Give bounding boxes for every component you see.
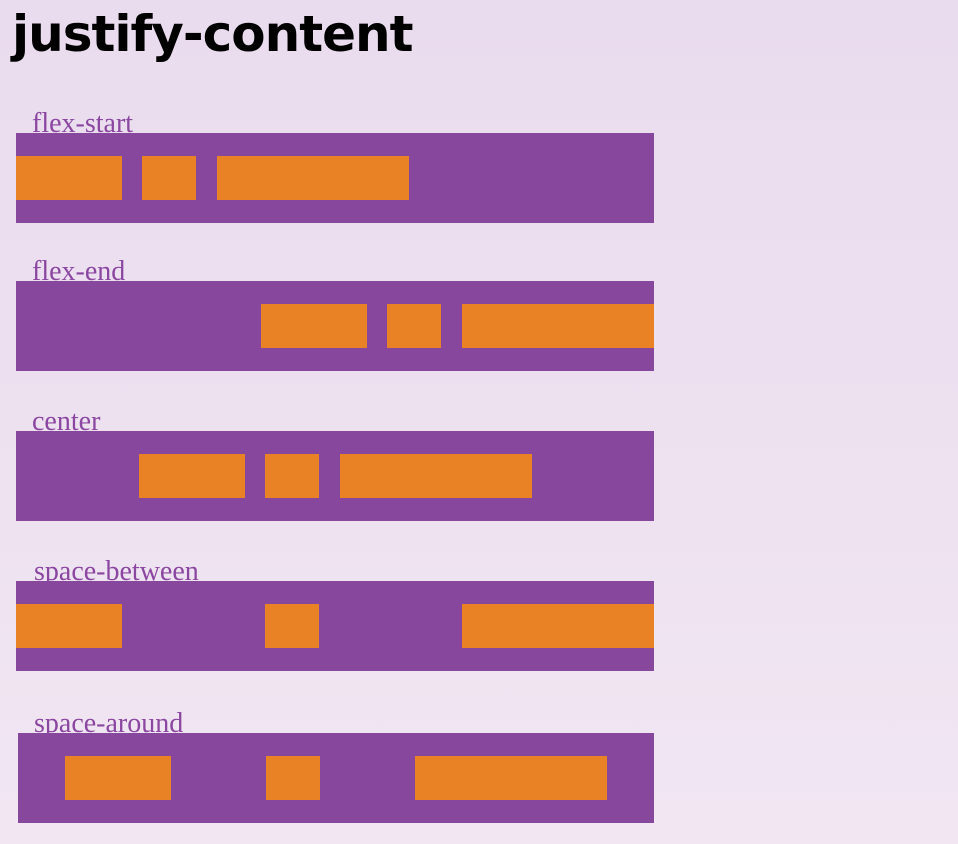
flex-item-2 — [387, 304, 441, 348]
flex-item-1 — [65, 756, 172, 800]
flex-start-label: flex-start — [32, 108, 134, 139]
flex-item-3 — [217, 156, 409, 200]
space-between-label: space-between — [34, 556, 199, 587]
flex-start-container — [16, 133, 654, 223]
center-container — [16, 431, 654, 521]
flex-item-3 — [462, 604, 654, 648]
flex-item-3 — [339, 454, 532, 498]
flex-item-2 — [264, 454, 319, 498]
center-label: center — [32, 406, 101, 437]
flex-item-1 — [16, 604, 122, 648]
flex-item-1 — [138, 454, 245, 498]
page-title: justify-content — [12, 5, 414, 63]
flex-item-3 — [414, 756, 607, 800]
flex-end-label: flex-end — [32, 256, 126, 287]
flex-item-2 — [265, 604, 319, 648]
flex-item-2 — [142, 156, 196, 200]
flex-item-3 — [462, 304, 654, 348]
space-around-label: space-around — [34, 708, 184, 739]
space-around-container — [18, 733, 654, 823]
flex-end-container — [16, 281, 654, 371]
flex-item-2 — [265, 756, 320, 800]
flex-item-1 — [261, 304, 367, 348]
space-between-container — [16, 581, 654, 671]
flex-item-1 — [16, 156, 122, 200]
